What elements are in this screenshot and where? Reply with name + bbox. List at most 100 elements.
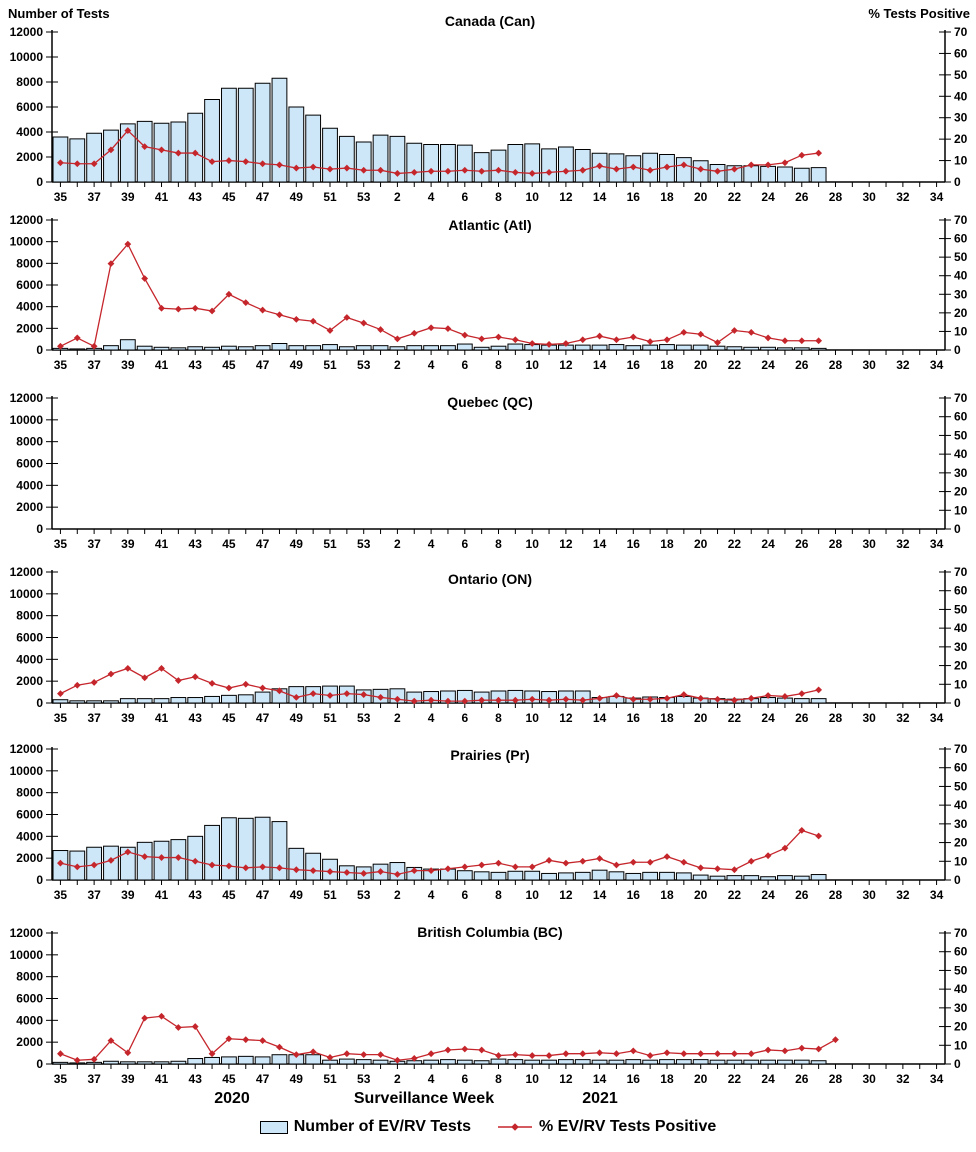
diamond-marker-icon — [697, 694, 705, 702]
diamond-marker-icon — [259, 863, 267, 871]
x-tick-label: 12 — [559, 888, 573, 902]
right-tick-label: 0 — [954, 1057, 961, 1071]
x-tick-label: 28 — [829, 888, 843, 902]
diamond-marker-icon — [747, 328, 755, 336]
right-tick-label: 30 — [954, 817, 968, 831]
bar — [675, 1059, 692, 1065]
diamond-marker-icon — [124, 240, 132, 248]
bar — [221, 87, 237, 183]
x-tick-label: 16 — [627, 1072, 641, 1086]
x-tick-label: 37 — [87, 190, 101, 204]
panel-canada: 0 2000 4000 6000 8000 10000 12000 0 10 20 30 40 50 60… — [10, 25, 968, 204]
bar — [204, 99, 220, 183]
bar — [372, 134, 389, 183]
x-tick-label: 24 — [761, 888, 775, 902]
diamond-marker-icon — [309, 867, 317, 875]
diamond-marker-icon — [360, 691, 368, 698]
legend-line-label: % EV/RV Tests Positive — [538, 1118, 717, 1135]
bar — [271, 821, 288, 881]
diamond-marker-icon — [596, 855, 603, 862]
x-tick-label: 28 — [829, 711, 843, 725]
diamond-marker-icon — [730, 866, 738, 874]
diamond-marker-icon — [124, 1049, 132, 1057]
x-tick-label: 49 — [290, 1072, 304, 1086]
bar — [119, 1061, 136, 1065]
diamond-marker-icon — [57, 859, 64, 867]
x-tick-label: 14 — [593, 1072, 607, 1086]
panel-title-quebec: Quebec (QC) — [447, 394, 533, 410]
bar — [760, 1059, 776, 1065]
x-tick-label: 49 — [290, 711, 304, 725]
bar — [760, 165, 776, 183]
x-tick-label: 34 — [930, 358, 944, 372]
x-tick-label: 16 — [627, 190, 641, 204]
right-tick-label: 20 — [954, 1020, 968, 1034]
diamond-marker-icon — [747, 161, 755, 169]
bar — [541, 148, 557, 183]
bar — [541, 872, 557, 881]
x-tick-label: 32 — [896, 537, 910, 551]
bar — [204, 346, 220, 351]
diamond-marker-icon — [562, 695, 570, 703]
right-tick-label: 10 — [954, 677, 968, 691]
diamond-marker-icon — [629, 1047, 637, 1055]
x-tick-label: 43 — [189, 1072, 203, 1086]
x-tick-label: 53 — [357, 537, 371, 551]
bars-series — [52, 339, 827, 351]
bar — [237, 346, 254, 351]
diamond-marker-icon — [444, 167, 452, 175]
x-tick-label: 49 — [290, 537, 304, 551]
diamond-marker-icon — [107, 670, 115, 678]
bars-series — [52, 77, 827, 183]
diamond-marker-icon — [680, 1050, 688, 1058]
x-tick-label: 14 — [593, 358, 607, 372]
diamond-marker-icon — [107, 856, 115, 864]
bar — [743, 875, 760, 881]
panel-ontario: 0 2000 4000 6000 8000 10000 12000 0 10 20 30 40 50 60… — [10, 565, 968, 725]
diamond-marker-icon — [73, 1056, 81, 1064]
diamond-marker-icon — [579, 1050, 587, 1058]
diamond-marker-icon — [292, 693, 300, 701]
x-tick-label: 8 — [495, 1072, 502, 1086]
x-tick-label: 41 — [155, 358, 169, 372]
diamond-marker-icon — [259, 1037, 267, 1045]
bar — [338, 346, 355, 351]
diamond-marker-icon — [124, 664, 132, 672]
x-tick-label: 12 — [559, 358, 573, 372]
diamond-marker-icon — [714, 695, 721, 703]
left-tick-label: 2000 — [16, 500, 43, 514]
bar — [355, 1059, 372, 1065]
diamond-marker-icon — [798, 337, 806, 345]
x-tick-label: 39 — [121, 190, 135, 204]
right-tick-label: 70 — [954, 25, 968, 39]
bar — [322, 127, 338, 183]
panel-title-prairies: Prairies (Pr) — [450, 747, 530, 763]
bar — [810, 698, 827, 704]
diamond-marker-icon — [174, 149, 182, 157]
diamond-marker-icon — [225, 862, 233, 870]
diamond-marker-icon — [511, 168, 519, 176]
x-tick-label: 30 — [862, 711, 876, 725]
diamond-marker-icon — [343, 869, 351, 876]
bar — [490, 871, 507, 881]
bar — [608, 1059, 625, 1065]
right-tick-label: 40 — [954, 447, 968, 461]
diamond-marker-icon — [343, 690, 351, 698]
diamond-marker-icon — [410, 697, 418, 705]
x-tick-label: 6 — [461, 711, 468, 725]
bar — [237, 87, 254, 183]
bar — [136, 345, 153, 351]
x-tick-label: 2 — [394, 1072, 401, 1086]
diamond-marker-icon — [377, 166, 384, 174]
left-tick-label: 6000 — [16, 278, 43, 292]
bar — [271, 1054, 288, 1065]
x-tick-label: 41 — [155, 888, 169, 902]
x-tick-label: 34 — [930, 888, 944, 902]
left-tick-label: 8000 — [16, 256, 43, 270]
x-tick-label: 43 — [189, 711, 203, 725]
x-tick-label: 37 — [87, 711, 101, 725]
left-tick-label: 12000 — [10, 391, 44, 405]
pct-markers — [57, 1012, 839, 1064]
